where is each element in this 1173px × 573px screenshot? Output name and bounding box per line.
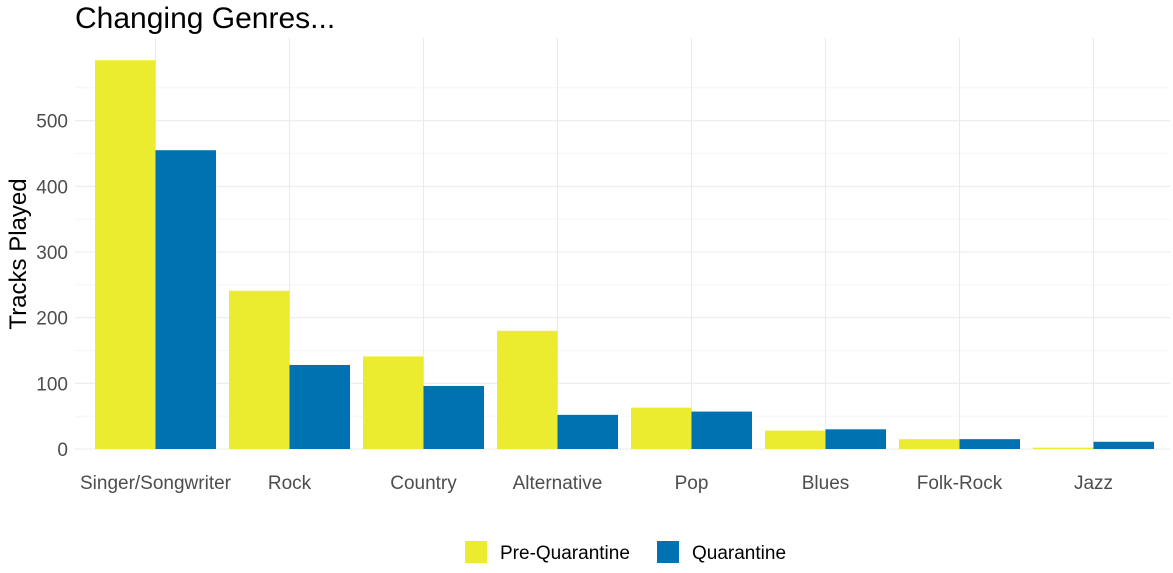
x-tick-label: Blues bbox=[802, 473, 850, 494]
bar-quarantine bbox=[691, 411, 752, 449]
x-tick-label: Jazz bbox=[1074, 473, 1113, 494]
y-axis-label: Tracks Played bbox=[5, 178, 32, 329]
y-tick-label: 400 bbox=[36, 177, 68, 198]
x-tick-label: Alternative bbox=[513, 473, 603, 494]
bar-quarantine bbox=[557, 414, 618, 449]
legend: Pre-Quarantine Quarantine bbox=[465, 541, 786, 564]
legend-label: Pre-Quarantine bbox=[500, 543, 630, 564]
x-tick-label: Rock bbox=[268, 473, 312, 494]
bar-quarantine bbox=[155, 150, 216, 449]
bar-quarantine bbox=[959, 439, 1020, 449]
y-tick-label: 300 bbox=[36, 243, 68, 264]
legend-swatch bbox=[657, 541, 679, 563]
x-tick-label: Country bbox=[390, 473, 457, 494]
bar-pre-quarantine bbox=[899, 439, 960, 449]
y-tick-label: 100 bbox=[36, 374, 68, 395]
x-tick-label: Pop bbox=[675, 473, 709, 494]
bar-quarantine bbox=[289, 364, 350, 449]
y-tick-label: 500 bbox=[36, 112, 68, 133]
y-tick-label: 0 bbox=[57, 440, 68, 461]
x-tick-label: Singer/Songwriter bbox=[80, 473, 232, 494]
bar-pre-quarantine bbox=[229, 290, 290, 449]
bar-pre-quarantine bbox=[95, 60, 156, 450]
legend-swatch bbox=[465, 541, 487, 563]
chart-title: Changing Genres... bbox=[75, 2, 335, 35]
bar-pre-quarantine bbox=[1033, 447, 1094, 449]
bar-quarantine bbox=[1093, 441, 1154, 449]
y-tick-label: 200 bbox=[36, 309, 68, 330]
bar-pre-quarantine bbox=[497, 330, 558, 449]
x-axis-ticks: Singer/Songwriter Rock Country Alternative P… bbox=[80, 473, 1113, 494]
legend-label: Quarantine bbox=[692, 543, 786, 564]
y-axis-ticks: 0 100 200 300 400 500 bbox=[36, 112, 68, 461]
bar-pre-quarantine bbox=[631, 407, 692, 449]
x-tick-label: Folk-Rock bbox=[917, 473, 1003, 494]
bar-pre-quarantine bbox=[765, 430, 826, 449]
bar-quarantine bbox=[423, 385, 484, 449]
bars bbox=[95, 60, 1154, 450]
bar-quarantine bbox=[825, 429, 886, 449]
bar-pre-quarantine bbox=[363, 356, 424, 449]
